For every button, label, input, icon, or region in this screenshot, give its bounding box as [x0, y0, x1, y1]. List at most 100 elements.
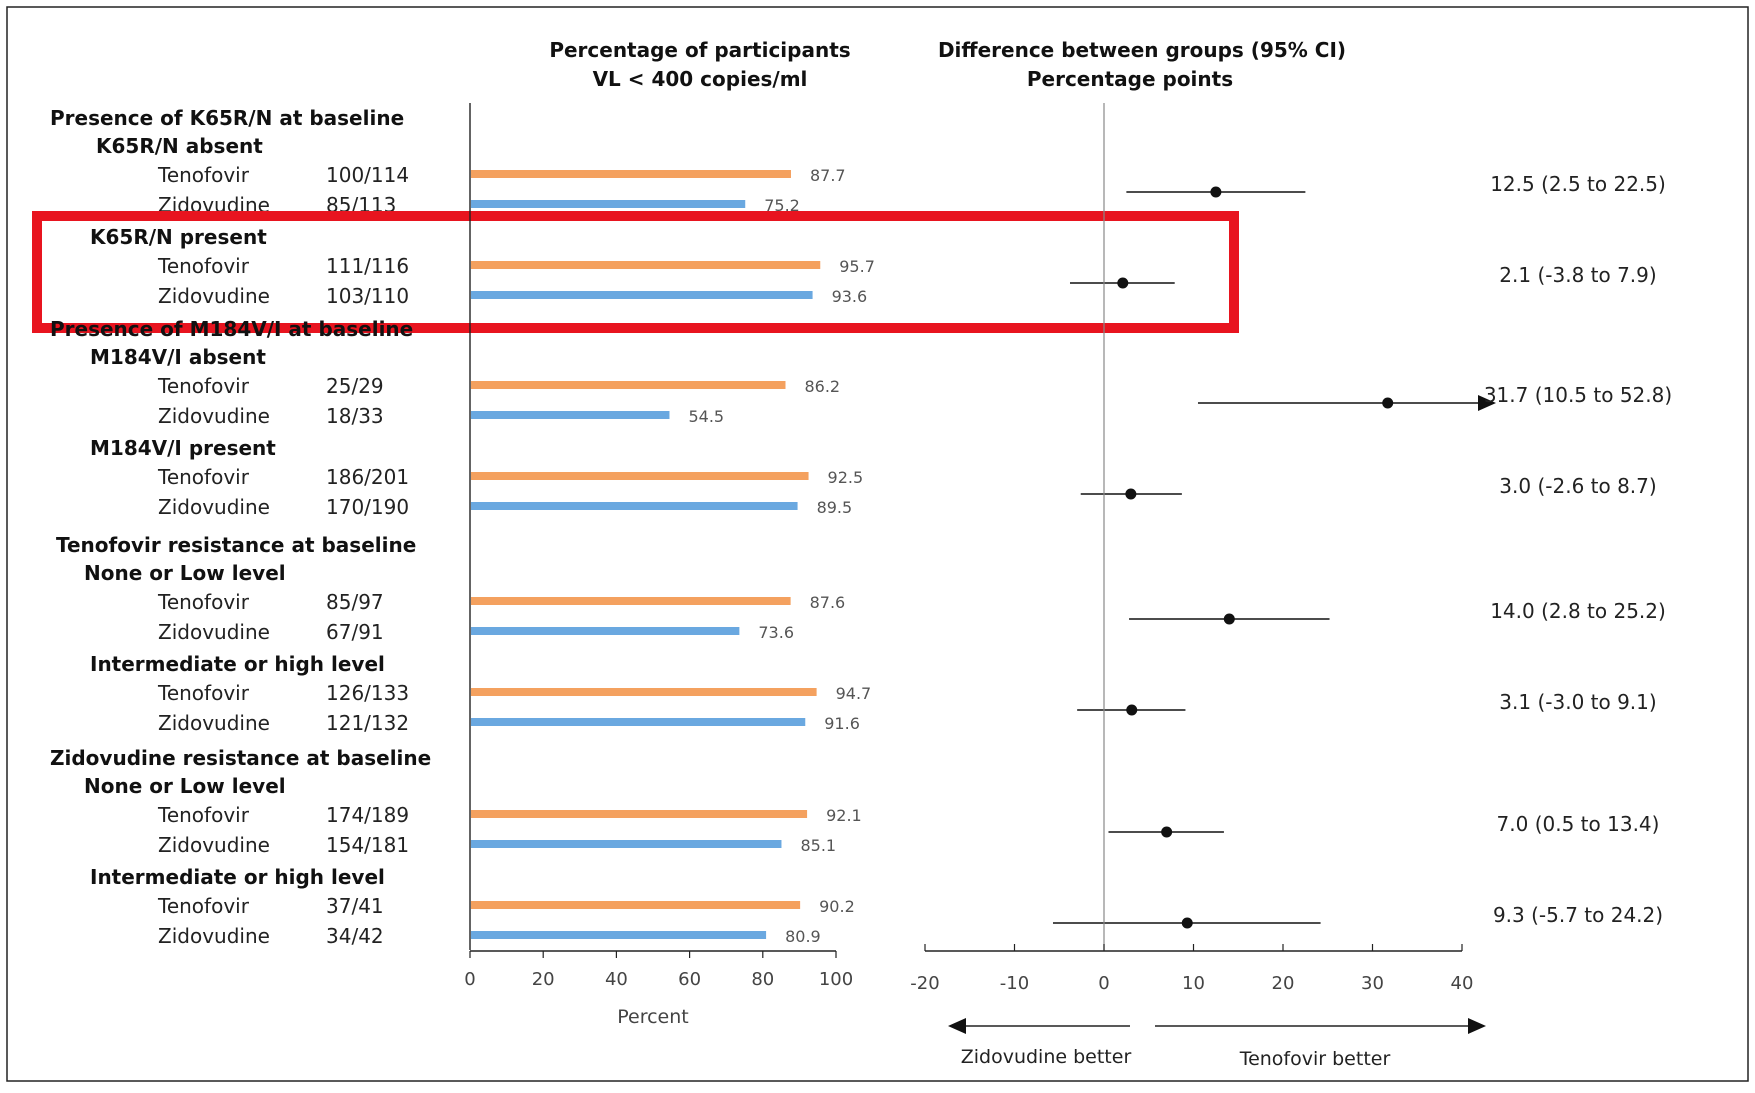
- pct-value-label: 94.7: [836, 684, 872, 703]
- percent-tick-label: 20: [532, 969, 555, 990]
- left-title-line-1: Percentage of participants: [549, 38, 850, 62]
- arm-count: 67/91: [326, 620, 384, 644]
- pct-bar: [471, 502, 798, 510]
- pct-bar: [471, 291, 813, 299]
- arm-name: Zidovudine: [158, 495, 270, 519]
- pct-value-label: 80.9: [785, 927, 821, 946]
- arm-count: 154/181: [326, 833, 409, 857]
- highlight-box: [32, 211, 1239, 333]
- point-estimate: [1210, 186, 1222, 198]
- ci-text: 3.1 (-3.0 to 9.1): [1499, 690, 1656, 714]
- percent-axis-label: Percent: [617, 1006, 689, 1028]
- arm-name: Tenofovir: [157, 894, 250, 918]
- difference-tick-label: -20: [910, 973, 939, 994]
- arm-name: Tenofovir: [157, 590, 250, 614]
- pct-value-label: 75.2: [764, 196, 800, 215]
- subgroup-label: M184V/I present: [90, 436, 276, 460]
- pct-bar: [471, 627, 740, 635]
- arm-count: 121/132: [326, 711, 409, 735]
- pct-bar: [471, 597, 791, 605]
- pct-value-label: 91.6: [824, 714, 860, 733]
- pct-value-label: 95.7: [839, 257, 875, 276]
- arm-name: Tenofovir: [157, 374, 250, 398]
- percent-tick-label: 0: [464, 969, 475, 990]
- group-title: Presence of M184V/I at baseline: [50, 317, 413, 341]
- pct-bar: [471, 688, 817, 696]
- favors-left-label: Zidovudine better: [961, 1046, 1132, 1068]
- right-title-line-1: Difference between groups (95% CI): [938, 38, 1346, 62]
- pct-bar: [471, 718, 806, 726]
- left-title-line-2: VL < 400 copies/ml: [593, 67, 808, 91]
- pct-bar: [471, 810, 808, 818]
- pct-bar: [471, 261, 821, 269]
- subgroup-label: M184V/I absent: [90, 345, 266, 369]
- pct-bar: [471, 931, 767, 939]
- pct-value-label: 54.5: [688, 407, 724, 426]
- ci-overflow-arrow: [1478, 395, 1496, 411]
- group-title: Tenofovir resistance at baseline: [56, 533, 416, 557]
- arm-count: 100/114: [326, 163, 409, 187]
- arm-count: 103/110: [326, 284, 409, 308]
- favors-left-arrowhead: [948, 1018, 966, 1034]
- difference-tick-label: 20: [1272, 973, 1295, 994]
- arm-count: 170/190: [326, 495, 409, 519]
- subgroup-label: Intermediate or high level: [90, 865, 385, 889]
- arm-count: 34/42: [326, 924, 384, 948]
- favors-right-label: Tenofovir better: [1239, 1048, 1391, 1070]
- group-title: Zidovudine resistance at baseline: [50, 746, 431, 770]
- point-estimate: [1382, 397, 1394, 409]
- point-estimate: [1117, 277, 1129, 289]
- ci-text: 2.1 (-3.8 to 7.9): [1499, 263, 1656, 287]
- subgroup-label: K65R/N present: [90, 225, 267, 249]
- subgroup-label: K65R/N absent: [96, 134, 263, 158]
- difference-tick-label: 30: [1361, 973, 1384, 994]
- pct-bar: [471, 472, 809, 480]
- pct-value-label: 73.6: [758, 623, 794, 642]
- arm-count: 111/116: [326, 254, 409, 278]
- pct-value-label: 87.7: [810, 166, 846, 185]
- pct-bar: [471, 411, 670, 419]
- difference-tick-label: 10: [1182, 973, 1205, 994]
- pct-value-label: 92.5: [828, 468, 864, 487]
- pct-value-label: 87.6: [810, 593, 846, 612]
- subgroup-label: None or Low level: [84, 561, 286, 585]
- arm-name: Tenofovir: [157, 163, 250, 187]
- percent-tick-label: 100: [819, 969, 853, 990]
- pct-value-label: 90.2: [819, 897, 855, 916]
- point-estimate: [1125, 488, 1137, 500]
- arm-name: Zidovudine: [158, 833, 270, 857]
- arm-name: Zidovudine: [158, 924, 270, 948]
- percent-tick-label: 40: [605, 969, 628, 990]
- point-estimate: [1161, 826, 1173, 838]
- arm-name: Zidovudine: [158, 711, 270, 735]
- difference-tick-label: 40: [1451, 973, 1474, 994]
- pct-value-label: 86.2: [804, 377, 840, 396]
- subgroup-label: Intermediate or high level: [90, 652, 385, 676]
- pct-bar: [471, 840, 782, 848]
- ci-text: 9.3 (-5.7 to 24.2): [1493, 903, 1663, 927]
- figure-border: [6, 6, 1749, 1082]
- chart-rows: Presence of K65R/N at baseline K65R/N abs…: [32, 106, 1672, 948]
- arm-name: Zidovudine: [158, 284, 270, 308]
- ci-text: 12.5 (2.5 to 22.5): [1490, 172, 1666, 196]
- arm-name: Zidovudine: [158, 620, 270, 644]
- pct-value-label: 93.6: [832, 287, 868, 306]
- arm-count: 85/97: [326, 590, 384, 614]
- subgroup-label: None or Low level: [84, 774, 286, 798]
- group-title: Presence of K65R/N at baseline: [50, 106, 404, 130]
- pct-bar: [471, 381, 786, 389]
- arm-name: Zidovudine: [158, 404, 270, 428]
- ci-text: 7.0 (0.5 to 13.4): [1497, 812, 1660, 836]
- pct-bar: [471, 901, 801, 909]
- right-title-line-2: Percentage points: [1027, 67, 1233, 91]
- arm-count: 186/201: [326, 465, 409, 489]
- point-estimate: [1181, 917, 1193, 929]
- percent-tick-label: 80: [751, 969, 774, 990]
- ci-text: 14.0 (2.8 to 25.2): [1490, 599, 1666, 623]
- arm-count: 126/133: [326, 681, 409, 705]
- point-estimate: [1126, 704, 1138, 716]
- pct-value-label: 85.1: [800, 836, 836, 855]
- pct-bar: [471, 200, 746, 208]
- ci-text: 3.0 (-2.6 to 8.7): [1499, 474, 1656, 498]
